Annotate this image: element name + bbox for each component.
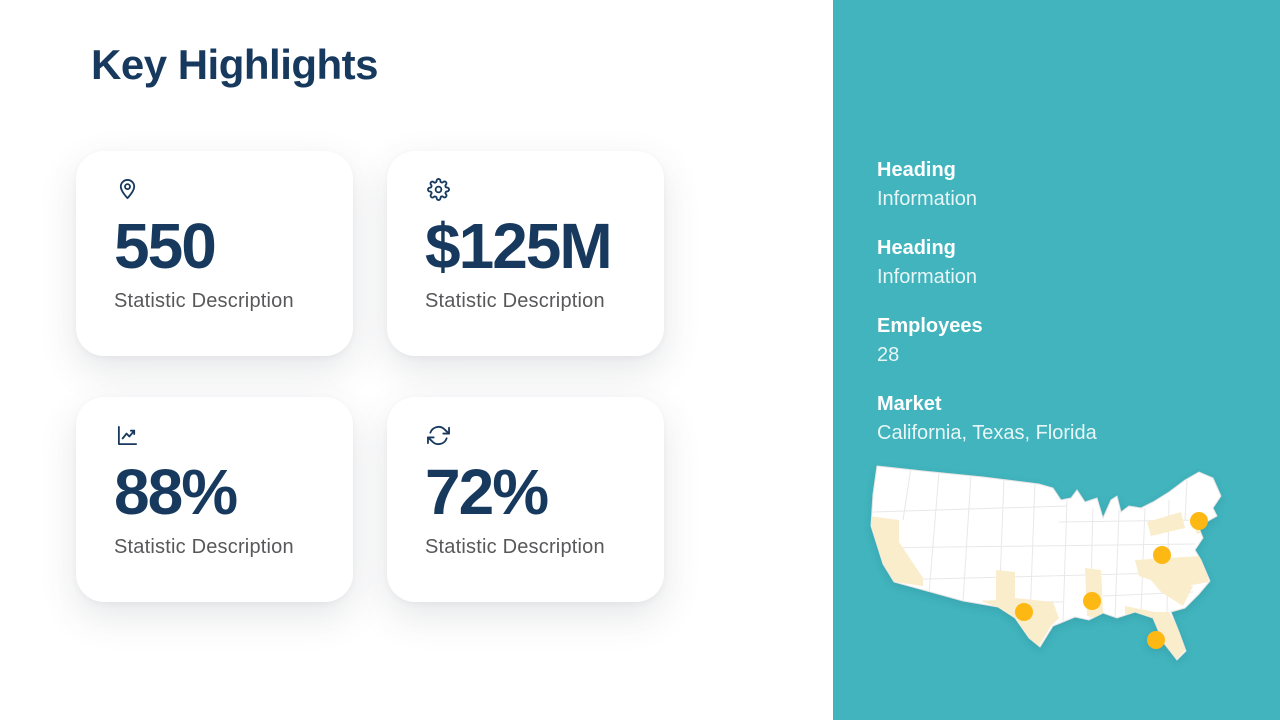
info-label: Heading [877, 237, 956, 259]
stat-card-growth: 88% Statistic Description [76, 397, 353, 602]
map-marker [1015, 603, 1033, 621]
stat-description: Statistic Description [114, 290, 294, 313]
map-marker [1147, 631, 1165, 649]
info-label: Employees [877, 315, 983, 337]
info-group-market: Market California, Texas, Florida [877, 390, 1097, 448]
stat-value: $125M [425, 210, 613, 282]
refresh-icon [427, 424, 450, 447]
right-panel: Heading Information Heading Information … [833, 0, 1280, 720]
map-marker [1153, 546, 1171, 564]
usa-map-svg [870, 465, 1222, 661]
map-marker [1190, 512, 1208, 530]
map-state-pennsylvania [1147, 512, 1185, 536]
info-group: Heading Information [877, 234, 1097, 292]
info-value: Information [877, 188, 978, 210]
stat-value: 72% [425, 456, 549, 528]
stat-card-revenue: $125M Statistic Description [387, 151, 664, 356]
stat-description: Statistic Description [114, 536, 294, 559]
stat-card-retention: 72% Statistic Description [387, 397, 664, 602]
info-value: Information [877, 266, 978, 288]
stat-card-locations: 550 Statistic Description [76, 151, 353, 356]
stat-value: 550 [114, 210, 217, 282]
info-group: Heading Information [877, 156, 1097, 214]
stat-description: Statistic Description [425, 290, 605, 313]
page-title: Key Highlights [91, 41, 379, 88]
usa-map [863, 460, 1239, 666]
info-label: Market [877, 393, 942, 415]
info-group-employees: Employees 28 [877, 312, 1097, 370]
map-marker [1083, 592, 1101, 610]
stat-cards-grid: 550 Statistic Description $125M Statisti… [76, 151, 664, 602]
map-markers [1015, 512, 1208, 649]
info-value: 28 [877, 344, 900, 366]
gear-icon [427, 178, 450, 201]
info-list: Heading Information Heading Information … [877, 156, 1097, 468]
stat-description: Statistic Description [425, 536, 605, 559]
map-state-florida [1125, 606, 1185, 659]
map-state-california [871, 516, 923, 586]
stat-value: 88% [114, 456, 238, 528]
info-value: California, Texas, Florida [877, 422, 1097, 444]
map-state-south-carolina [1149, 578, 1193, 606]
line-chart-icon [116, 424, 139, 447]
info-label: Heading [877, 159, 956, 181]
location-pin-icon [116, 178, 139, 201]
